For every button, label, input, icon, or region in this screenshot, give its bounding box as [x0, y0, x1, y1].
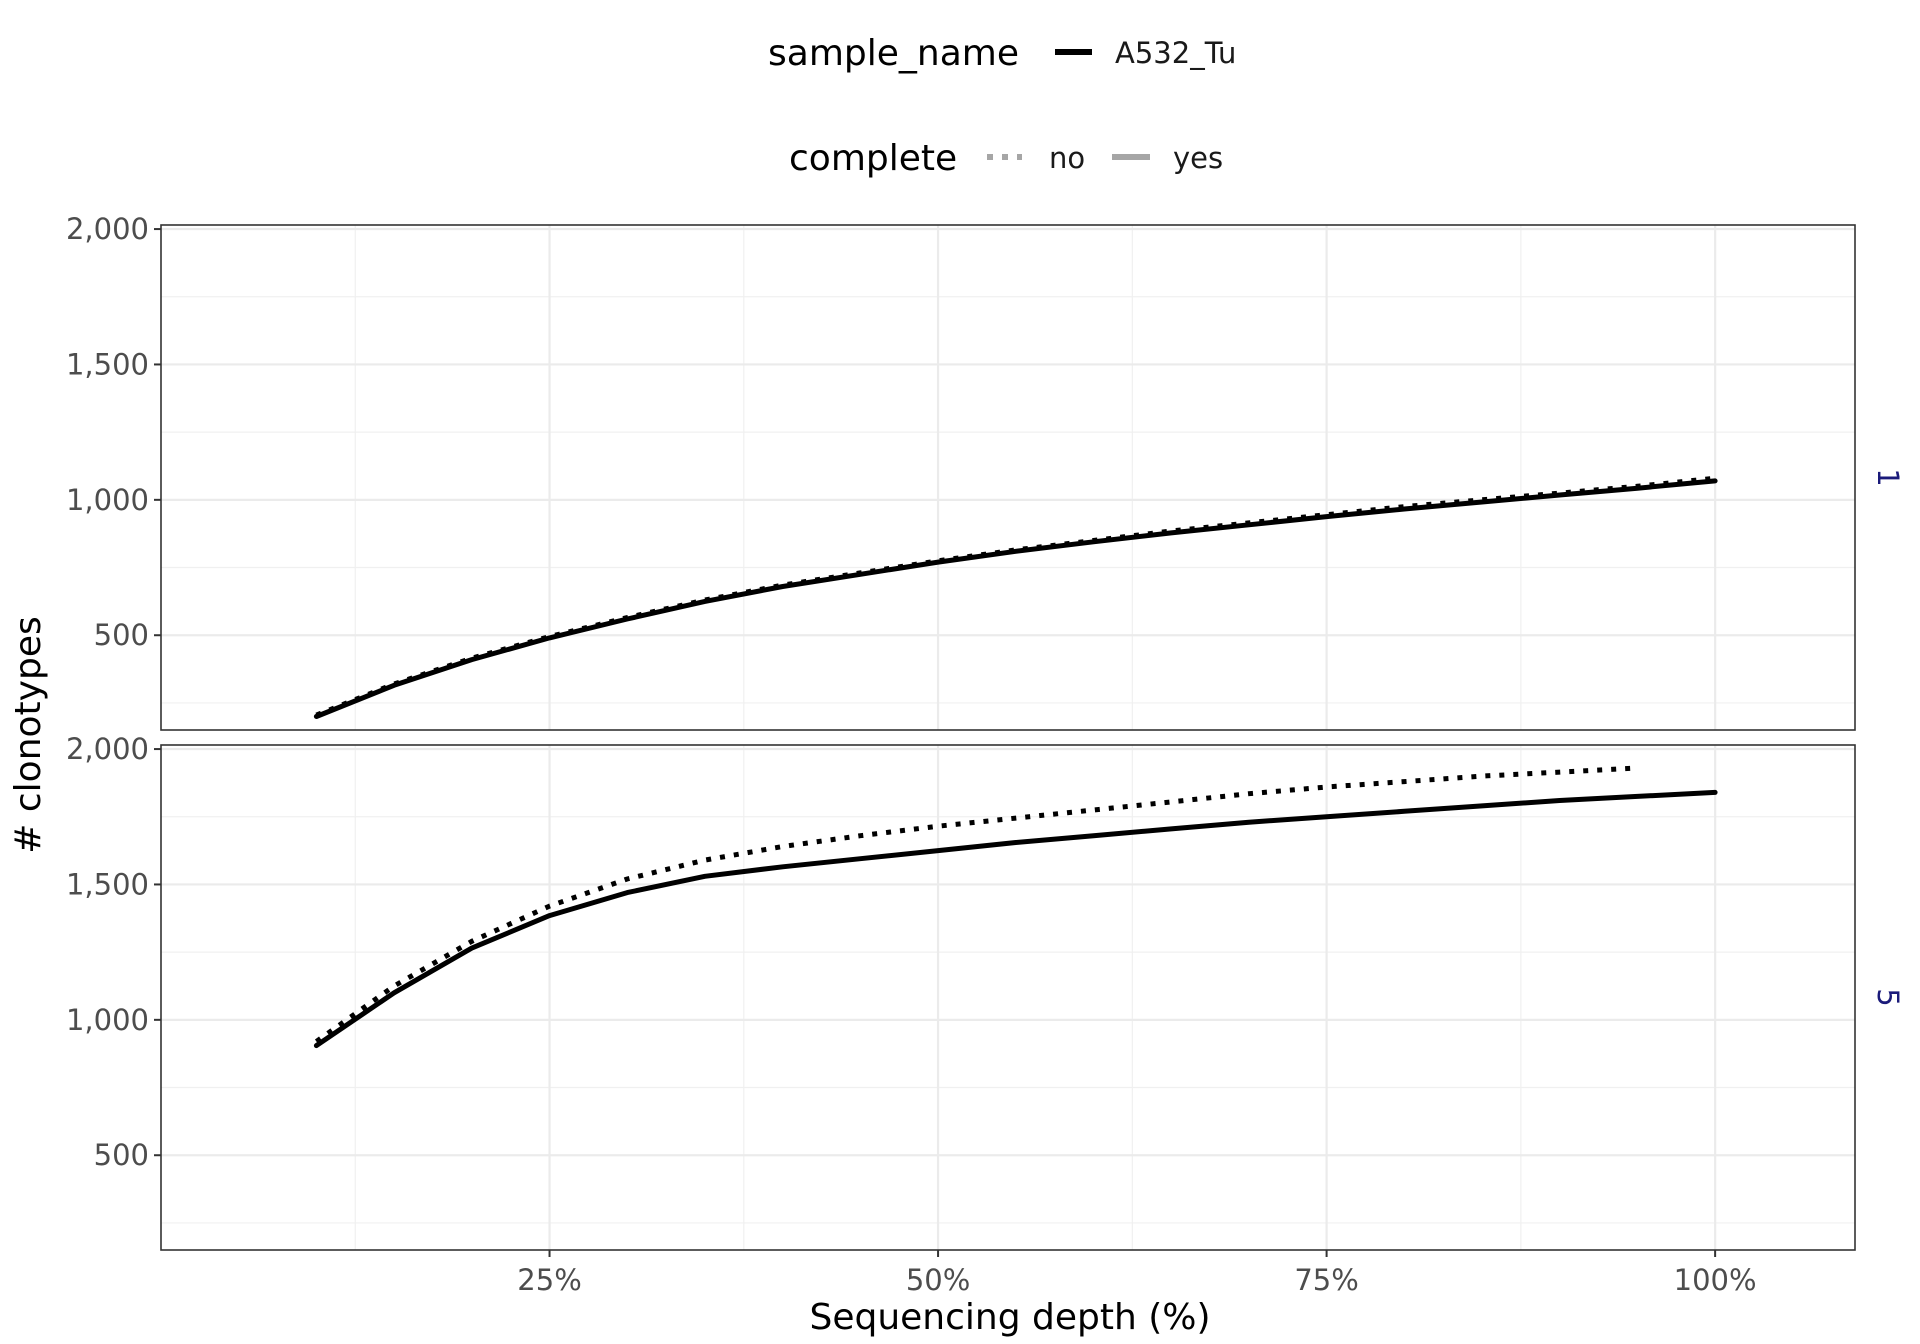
panel-border [160, 224, 1856, 731]
y-tick-label: 1,500 [66, 347, 149, 381]
x-axis: 25% 50% 75% 100% [517, 1250, 1757, 1297]
series-line-yes [313, 789, 1718, 1049]
x-tick-label: 100% [1674, 1263, 1757, 1297]
y-axis-title: # clonotypes [8, 616, 49, 853]
y-tick-label: 500 [94, 618, 149, 652]
facet-panel-5: 500 1,000 1,500 2,000 5 [66, 732, 1905, 1251]
x-tick-label: 75% [1294, 1263, 1358, 1297]
series-line-no [314, 765, 1638, 1044]
legend-title-sample-name: sample_name [768, 33, 1019, 74]
facet-label: 5 [1871, 988, 1905, 1006]
facet-label: 1 [1871, 468, 1905, 486]
panel-border [160, 744, 1856, 1251]
y-tick-label: 500 [94, 1138, 149, 1172]
series-line-yes [313, 478, 1718, 719]
y-tick-label: 2,000 [66, 212, 149, 246]
y-tick-label: 1,000 [66, 1003, 149, 1037]
panel-background [161, 745, 1855, 1250]
legend-title-complete: complete [789, 138, 957, 179]
facet-panel-1: 500 1,000 1,500 2,000 1 [66, 212, 1905, 731]
y-tick-label: 2,000 [66, 732, 149, 766]
y-tick-label: 1,000 [66, 483, 149, 517]
panel-background [161, 225, 1855, 730]
legend-label-a532-tu: A532_Tu [1115, 36, 1236, 70]
y-tick-label: 1,500 [66, 867, 149, 901]
legend-label-no: no [1049, 141, 1085, 175]
x-axis-title: Sequencing depth (%) [809, 1297, 1210, 1338]
x-tick-label: 50% [906, 1263, 970, 1297]
legend-label-yes: yes [1173, 141, 1223, 175]
x-tick-label: 25% [517, 1263, 581, 1297]
legend: sample_name A532_Tu complete no yes [768, 33, 1236, 179]
